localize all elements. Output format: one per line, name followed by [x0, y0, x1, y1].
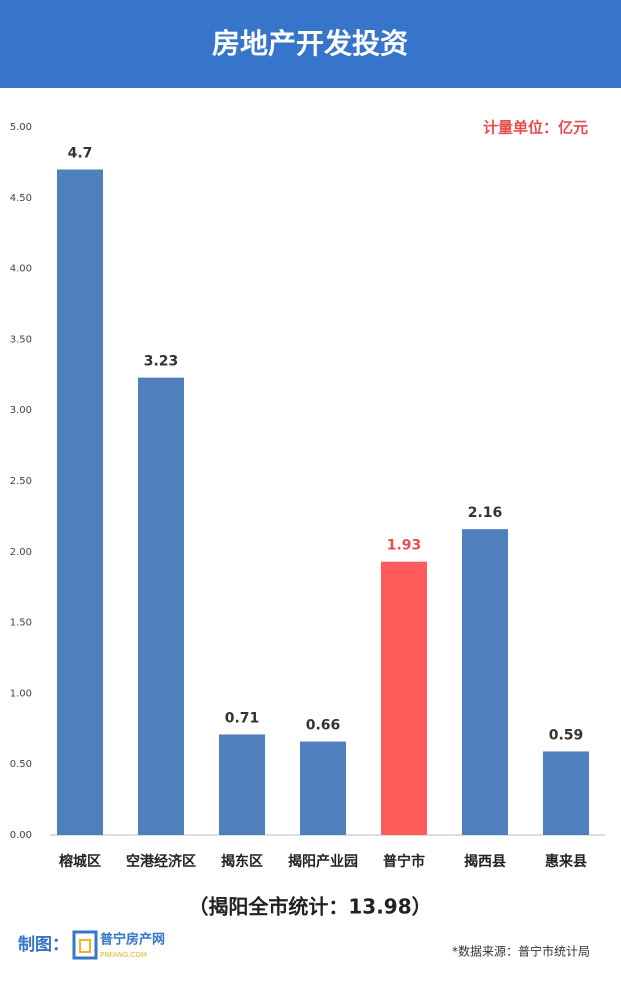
- x-tick-label: 惠来县: [545, 853, 587, 870]
- value-label: 0.71: [225, 710, 260, 726]
- x-tick-label: 普宁市: [383, 853, 425, 870]
- x-tick-label: 揭阳产业园: [288, 853, 358, 870]
- y-tick-label: 3.00: [10, 405, 32, 416]
- source: *数据来源：普宁市统计局: [452, 944, 590, 959]
- y-tick-label: 2.50: [10, 476, 32, 487]
- bar: [462, 529, 508, 835]
- value-label: 0.66: [306, 718, 341, 734]
- y-tick-label: 2.00: [10, 547, 32, 558]
- value-label: 0.59: [549, 727, 584, 743]
- y-tick-label: 4.50: [10, 193, 32, 204]
- logo-name: 普宁房产网: [100, 932, 165, 948]
- y-tick-label: 0.00: [10, 830, 32, 841]
- value-label: 4.7: [68, 145, 93, 161]
- value-label: 2.16: [468, 505, 503, 521]
- logo-domain: PNFANG.COM: [100, 951, 147, 959]
- y-tick-label: 3.50: [10, 334, 32, 345]
- x-tick-label: 空港经济区: [126, 853, 196, 870]
- bar: [543, 751, 589, 835]
- bar: [57, 169, 103, 836]
- bar: [381, 561, 427, 835]
- chart-title: 房地产开发投资: [212, 27, 408, 60]
- value-label: 1.93: [387, 538, 422, 554]
- y-tick-label: 4.00: [10, 264, 32, 275]
- x-tick-label: 揭东区: [221, 853, 263, 870]
- y-tick-label: 1.00: [10, 688, 32, 699]
- y-tick-label: 1.50: [10, 618, 32, 629]
- bar: [138, 377, 184, 835]
- y-tick-label: 5.00: [10, 122, 32, 133]
- unit-note: 计量单位：亿元: [483, 119, 588, 137]
- maker-label: 制图：: [18, 934, 69, 955]
- total-note: （揭阳全市统计：13.98）: [188, 895, 431, 919]
- bar: [300, 741, 346, 835]
- title-bar: [0, 0, 621, 88]
- x-tick-label: 揭西县: [464, 853, 506, 870]
- value-label: 3.23: [144, 354, 179, 370]
- x-tick-label: 榕城区: [59, 853, 101, 870]
- y-tick-label: 0.50: [10, 759, 32, 770]
- logo-icon: [72, 930, 98, 960]
- logo-icon-inner: [79, 939, 91, 953]
- bar: [219, 734, 265, 835]
